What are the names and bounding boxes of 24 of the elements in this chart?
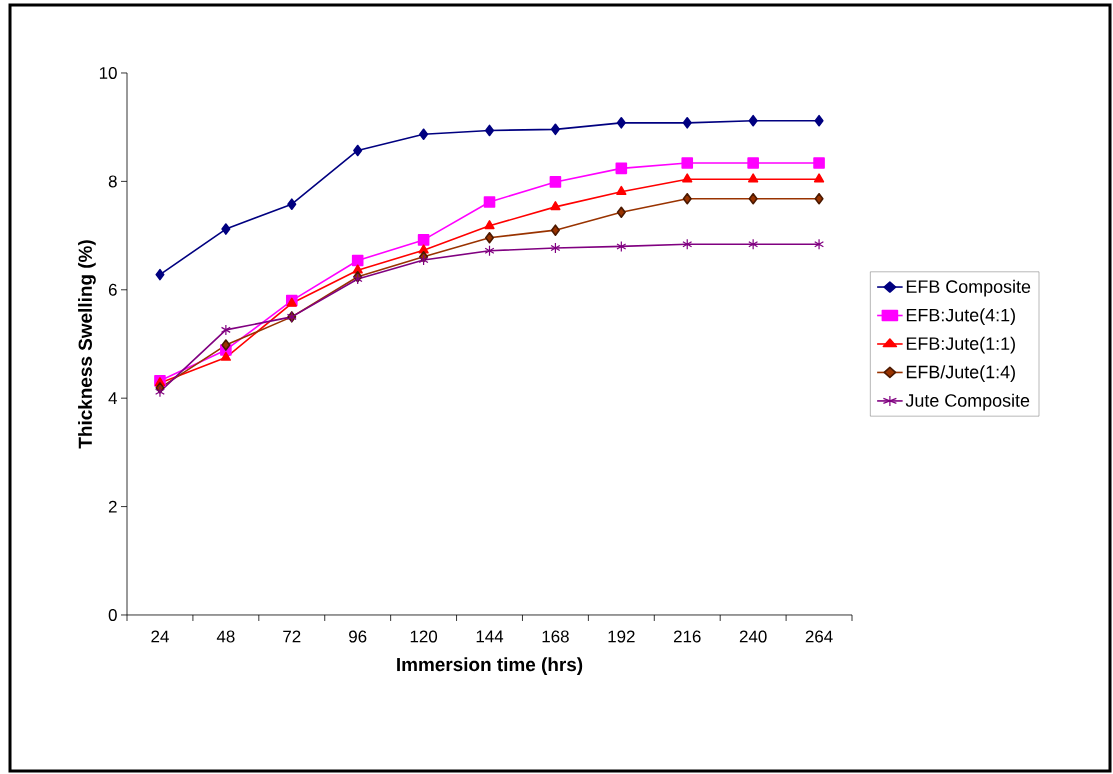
legend-label: Jute Composite <box>905 393 1030 411</box>
x-tick-label: 192 <box>608 630 635 643</box>
x-tick-label: 96 <box>349 630 367 643</box>
y-tick-label: 8 <box>108 175 117 188</box>
x-tick-label: 240 <box>739 630 767 643</box>
legend-label: EFB Composite <box>906 279 1031 297</box>
x-tick-label: 144 <box>476 630 504 643</box>
legend-label: EFB/Jute(1:4) <box>906 365 1015 382</box>
x-axis-title: Immersion time (hrs) <box>397 657 583 675</box>
legend-label: EFB:Jute(1:1) <box>906 336 1015 354</box>
x-tick-label: 120 <box>410 630 438 643</box>
x-tick-label: 72 <box>283 630 301 643</box>
y-tick-label: 10 <box>99 66 117 79</box>
x-tick-label: 216 <box>673 630 701 643</box>
x-tick-label: 264 <box>805 630 833 643</box>
legend-label: EFB:Jute(4:1) <box>906 308 1015 325</box>
x-tick-label: 168 <box>542 630 569 643</box>
y-axis-title: Thickness Swelling (%) <box>78 240 96 449</box>
y-tick-label: 6 <box>108 283 117 296</box>
y-tick-label: 4 <box>108 392 117 405</box>
x-tick-label: 24 <box>151 630 169 643</box>
y-tick-label: 0 <box>108 608 117 621</box>
y-tick-label: 2 <box>108 500 117 513</box>
x-tick-label: 48 <box>216 630 235 643</box>
